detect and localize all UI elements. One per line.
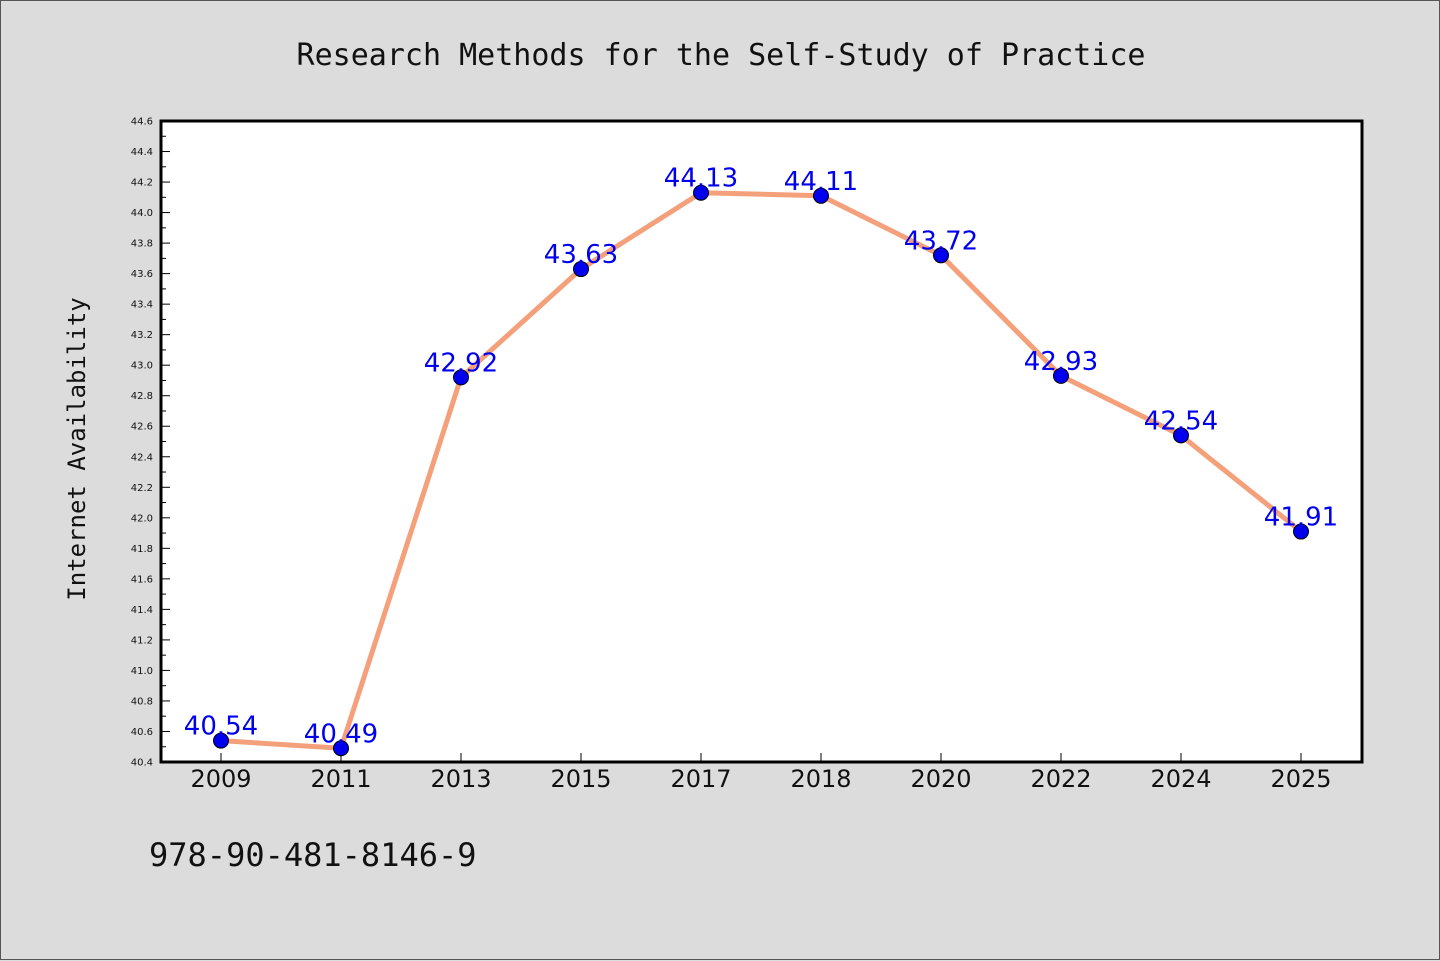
data-point: [813, 187, 829, 204]
y-tick-label: 42.2: [131, 483, 153, 494]
y-tick-label: 43.2: [131, 330, 153, 341]
series-line: [218, 190, 1304, 751]
data-point: [213, 732, 229, 749]
y-tick-label: 41.6: [131, 574, 153, 585]
data-label: 40.54: [184, 712, 258, 742]
y-tick-label: 43.6: [131, 269, 153, 280]
y-tick-label: 42.8: [131, 391, 153, 402]
data-label: 44.13: [664, 164, 738, 194]
data-label: 42.54: [1144, 406, 1218, 436]
data-point: [453, 369, 469, 386]
x-tick-label: 2024: [1150, 765, 1211, 793]
data-label: 43.63: [544, 240, 618, 270]
y-tick-label: 43.8: [131, 239, 153, 250]
x-tick-label: 2017: [670, 765, 731, 793]
x-tick-label: 2011: [310, 765, 371, 793]
x-tick-label: 2018: [790, 765, 851, 793]
y-tick-label: 42.0: [131, 513, 153, 524]
data-point: [1293, 523, 1309, 540]
data-labels: 40.54 40.49 42.92 43.63 44.13 44.11 43.72 42.93…: [184, 164, 1338, 750]
data-point: [1173, 427, 1189, 444]
data-label: 40.49: [304, 719, 378, 749]
data-point: [333, 740, 349, 757]
x-tick-label: 2015: [550, 765, 611, 793]
y-tick-label: 40.4: [131, 758, 153, 769]
data-point: [693, 184, 709, 201]
y-tick-label: 41.4: [131, 605, 153, 616]
isbn-caption: 978-90-481-8146-9: [149, 836, 477, 874]
y-tick-label: 43.0: [131, 361, 153, 372]
y-tick-label: 42.6: [131, 422, 153, 433]
x-axis: 2009 2011 2013 2015 2017 2018 2020 2022 2024 2025: [190, 753, 1332, 793]
x-tick-label: 2013: [430, 765, 491, 793]
data-point: [1053, 367, 1069, 384]
data-label: 42.92: [424, 348, 498, 378]
data-label: 41.91: [1264, 503, 1338, 533]
data-label: 44.11: [784, 167, 858, 197]
y-tick-label: 40.6: [131, 727, 153, 738]
y-tick-label: 41.0: [131, 666, 153, 677]
series-internet-availability: [213, 184, 1309, 757]
plot-area: [159, 119, 1364, 764]
x-tick-label: 2009: [190, 765, 251, 793]
y-axis-label: Internet Availability: [63, 297, 91, 600]
data-label: 42.93: [1024, 347, 1098, 377]
y-tick-label: 41.2: [131, 635, 153, 646]
y-tick-label: 40.8: [131, 696, 153, 707]
x-tick-label: 2022: [1030, 765, 1091, 793]
data-point: [933, 247, 949, 264]
chart-title: Research Methods for the Self-Study of P…: [297, 38, 1146, 73]
data-label: 43.72: [904, 226, 978, 256]
y-axis: 40.4 40.6 40.8 41.0 41.2 41.4 41.6 41.8 42.0 42.2…: [131, 117, 170, 769]
x-tick-label: 2025: [1270, 765, 1331, 793]
data-point: [573, 261, 589, 278]
y-tick-label: 44.4: [131, 147, 153, 158]
y-tick-label: 42.4: [131, 452, 153, 463]
x-tick-label: 2020: [910, 765, 971, 793]
y-tick-label: 44.0: [131, 208, 153, 219]
y-tick-label: 43.4: [131, 300, 153, 311]
y-tick-label: 44.2: [131, 178, 153, 189]
y-tick-label: 41.8: [131, 544, 153, 555]
y-tick-label: 44.6: [131, 117, 153, 128]
